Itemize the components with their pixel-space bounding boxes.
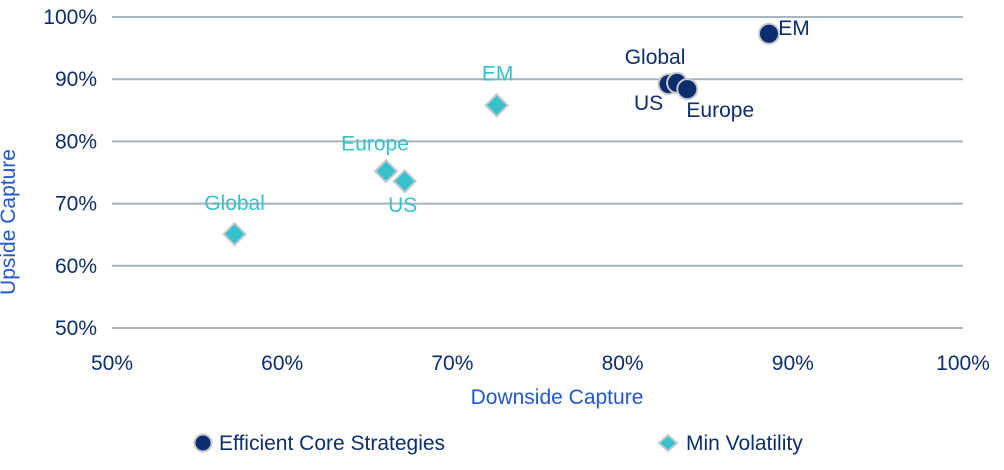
y-tick-label: 90% <box>55 68 97 91</box>
y-tick-label: 80% <box>55 130 97 153</box>
y-axis-title: Upside Capture <box>0 149 20 295</box>
y-axis-tick-labels: 50% 60% 70% 80% 90% 100% <box>43 6 97 340</box>
x-tick-label: 60% <box>261 352 303 375</box>
data-points <box>222 22 780 247</box>
gridlines <box>112 16 963 329</box>
data-point-europe <box>676 78 699 101</box>
data-point-label-europe: Europe <box>686 99 754 122</box>
x-tick-label: 100% <box>936 352 990 375</box>
x-tick-label: 90% <box>772 352 814 375</box>
data-point-label-em: EM <box>482 62 514 85</box>
y-tick-label: 50% <box>55 317 97 340</box>
x-tick-label: 70% <box>431 352 473 375</box>
data-point-label-global: Global <box>625 46 686 69</box>
data-point-global <box>222 221 247 247</box>
legend-label-efficient-core: Efficient Core Strategies <box>219 432 445 455</box>
y-tick-label: 60% <box>55 255 97 278</box>
y-tick-label: 100% <box>43 6 97 29</box>
data-point-em <box>757 22 780 45</box>
data-point-em <box>484 92 510 118</box>
x-axis-title: Downside Capture <box>471 386 644 409</box>
data-point-label-us: US <box>388 194 417 217</box>
data-point-label-em: EM <box>778 17 810 40</box>
y-tick-label: 70% <box>55 193 97 216</box>
legend-label-min-volatility: Min Volatility <box>686 432 803 455</box>
x-tick-label: 50% <box>91 352 133 375</box>
min-volatility-legend-marker-icon <box>657 433 679 453</box>
efficient-core-legend-marker-icon <box>193 433 213 453</box>
x-axis-tick-labels: 50% 60% 70% 80% 90% 100% <box>91 352 990 375</box>
legend: Efficient Core Strategies Min Volatility <box>193 432 803 455</box>
data-point-us <box>392 168 418 194</box>
data-point-europe <box>373 158 399 184</box>
data-point-label-us: US <box>634 92 663 115</box>
data-point-label-europe: Europe <box>341 132 409 155</box>
data-point-labels: US Global Europe EM Global Europe US EM <box>204 17 810 217</box>
data-point-label-global: Global <box>204 192 265 215</box>
x-tick-label: 80% <box>602 352 644 375</box>
